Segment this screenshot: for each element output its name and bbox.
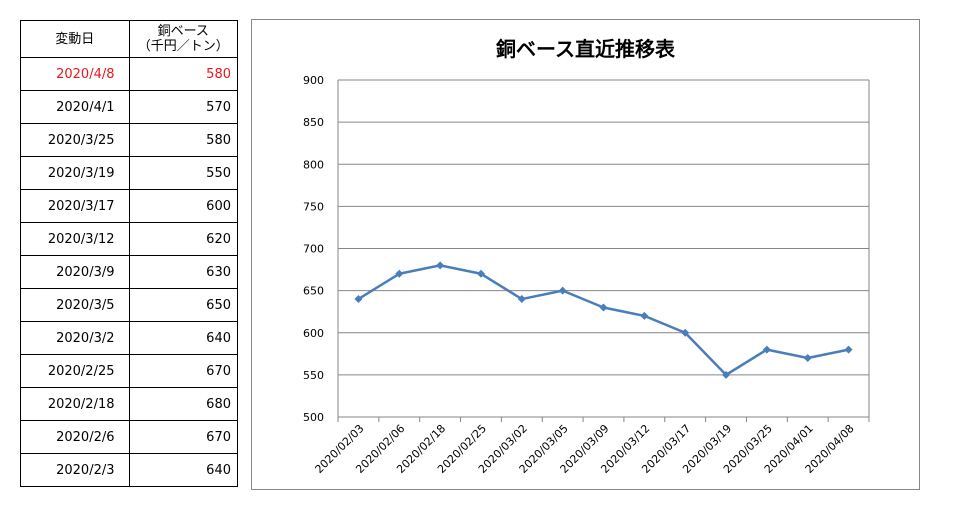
- y-tick-label: 750: [303, 200, 324, 213]
- table-row: 2020/3/2 640: [20, 321, 238, 355]
- data-point: [640, 311, 649, 320]
- table-row: 2020/3/17 600: [20, 189, 238, 223]
- y-tick-label: 900: [303, 74, 324, 87]
- header-value-line2: （千円／トン）: [137, 39, 229, 54]
- row-date: 2020/4/8: [20, 57, 130, 91]
- data-point: [354, 295, 363, 304]
- row-date: 2020/3/5: [20, 288, 130, 322]
- data-point: [558, 286, 567, 295]
- data-point: [803, 354, 812, 363]
- table-row: 2020/3/25 580: [20, 123, 238, 157]
- row-value: 630: [128, 255, 238, 289]
- y-tick-label: 800: [303, 158, 324, 171]
- table-row: 2020/4/1 570: [20, 90, 238, 124]
- data-point: [476, 269, 485, 278]
- row-date: 2020/2/3: [20, 453, 130, 487]
- y-tick-label: 850: [303, 116, 324, 129]
- y-tick-label: 700: [303, 243, 324, 256]
- table-row: 2020/2/3 640: [20, 453, 238, 487]
- data-point: [395, 269, 404, 278]
- row-value: 620: [128, 222, 238, 256]
- header-value: 銅ベース （千円／トン）: [128, 20, 238, 58]
- series-line: [357, 264, 849, 377]
- header-value-line1: 銅ベース: [157, 24, 209, 39]
- data-point: [517, 295, 526, 304]
- row-value: 550: [128, 156, 238, 190]
- chart-title: 銅ベース直近推移表: [496, 37, 675, 61]
- row-date: 2020/3/25: [20, 123, 130, 157]
- table-row: 2020/3/19 550: [20, 156, 238, 190]
- data-point: [436, 261, 445, 270]
- y-tick-label: 650: [303, 285, 324, 298]
- row-value: 680: [128, 387, 238, 421]
- row-date: 2020/3/17: [20, 189, 130, 223]
- table-row: 2020/3/5 650: [20, 288, 238, 322]
- row-date: 2020/2/25: [20, 354, 130, 388]
- row-value: 640: [128, 321, 238, 355]
- table-row: 2020/2/25 670: [20, 354, 238, 388]
- row-value: 580: [128, 57, 238, 91]
- row-date: 2020/2/18: [20, 387, 130, 421]
- y-tick-label: 500: [303, 411, 324, 424]
- row-value: 640: [128, 453, 238, 487]
- row-date: 2020/3/2: [20, 321, 130, 355]
- row-value: 580: [128, 123, 238, 157]
- data-point: [844, 345, 853, 354]
- table-row: 2020/2/18 680: [20, 387, 238, 421]
- header-date: 変動日: [20, 20, 130, 58]
- table-row: 2020/4/8 580: [20, 57, 238, 91]
- row-value: 670: [128, 420, 238, 454]
- price-table: 変動日 銅ベース （千円／トン） 2020/4/8 580 2020/4/1 570 2…: [20, 20, 238, 487]
- y-tick-label: 550: [303, 369, 324, 382]
- row-date: 2020/3/12: [20, 222, 130, 256]
- row-date: 2020/2/6: [20, 420, 130, 454]
- table-row: 2020/3/9 630: [20, 255, 238, 289]
- table-header-row: 変動日 銅ベース （千円／トン）: [20, 20, 238, 58]
- row-date: 2020/3/9: [20, 255, 130, 289]
- table-row: 2020/3/12 620: [20, 222, 238, 256]
- y-tick-label: 600: [303, 327, 324, 340]
- data-point: [722, 370, 731, 379]
- chart-panel: 銅ベース直近推移表 900 850 800 750 700 650 600 550 500 202…: [251, 19, 920, 490]
- row-date: 2020/4/1: [20, 90, 130, 124]
- table-row: 2020/2/6 670: [20, 420, 238, 454]
- data-point: [599, 303, 608, 312]
- row-value: 670: [128, 354, 238, 388]
- data-point: [681, 328, 690, 337]
- data-point: [762, 345, 771, 354]
- row-value: 570: [128, 90, 238, 124]
- line-chart: 9008508007507006506005505002020/02/03202…: [303, 74, 870, 476]
- row-date: 2020/3/19: [20, 156, 130, 190]
- row-value: 650: [128, 288, 238, 322]
- row-value: 600: [128, 189, 238, 223]
